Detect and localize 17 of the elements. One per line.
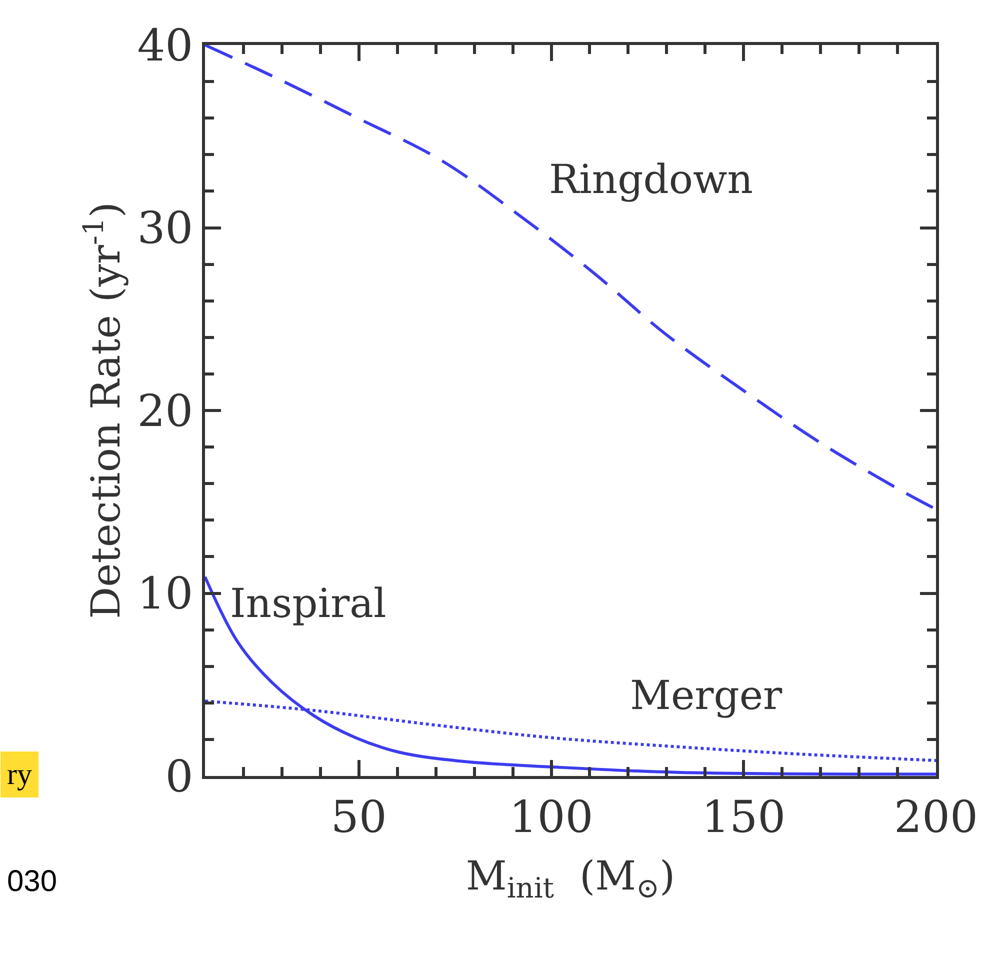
text: 030 [7, 865, 58, 898]
y-tick-label: 40 [137, 20, 194, 72]
x-axis-title: M$_{init}$ (M$_{⊙}$) [466, 853, 676, 905]
text: ry [7, 758, 32, 791]
series-label: Inspiral [230, 581, 386, 627]
x-tick-label: 200 [894, 792, 978, 843]
x-tick-label: 100 [509, 792, 594, 843]
line-series [205, 575, 936, 776]
y-tick-label: 0 [165, 751, 194, 802]
x-tick-label: 150 [702, 792, 786, 843]
x-tick-label: 50 [330, 792, 387, 843]
line-series [205, 45, 936, 511]
series-label: Ringdown [549, 157, 753, 203]
series-label: Merger [630, 673, 784, 719]
y-tick-label: 30 [137, 203, 194, 254]
y-tick-label: 20 [137, 386, 194, 437]
y-tick-label: 10 [137, 568, 194, 620]
